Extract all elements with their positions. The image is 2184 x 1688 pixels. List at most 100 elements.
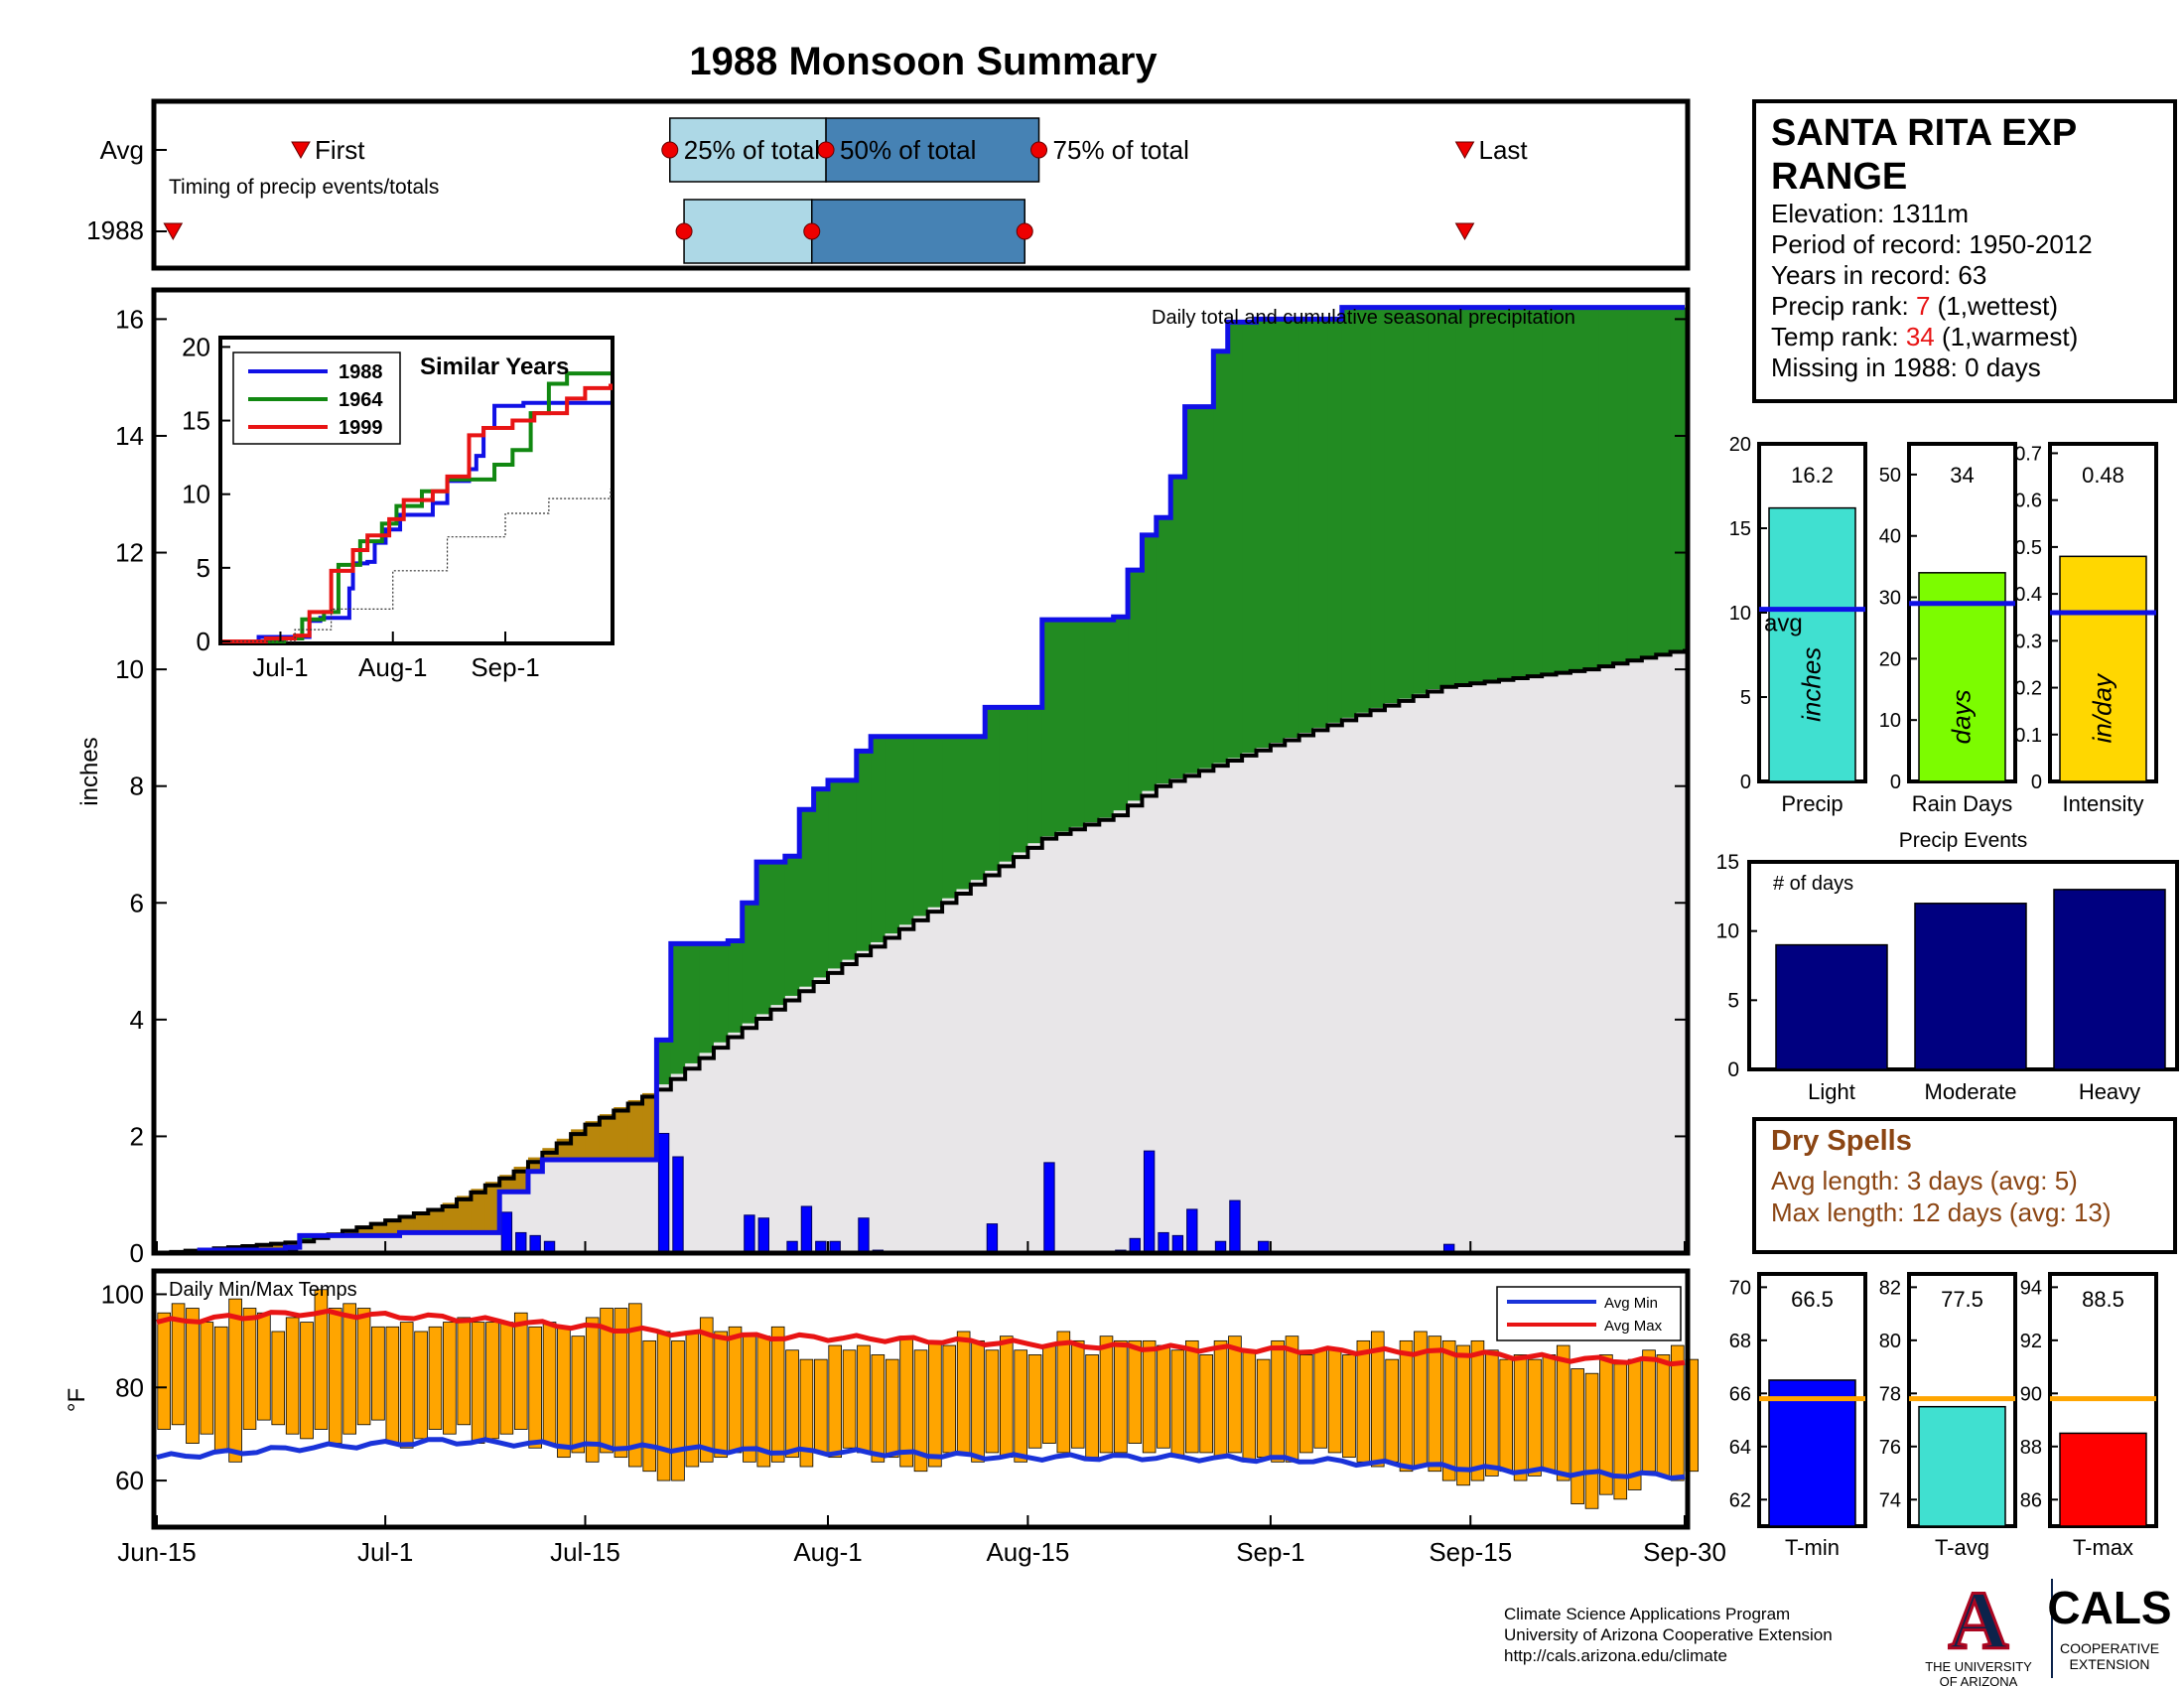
temp-range-bar [1513, 1354, 1528, 1481]
temp-range-bar [1570, 1368, 1584, 1504]
avg-fill-segment [842, 959, 858, 1253]
temp-stat-tick-label: 88 [2020, 1437, 2042, 1459]
avg-fill-segment [1641, 655, 1657, 1253]
events-tick-label: 15 [1716, 851, 1739, 874]
temp-stat-bar [2059, 1432, 2147, 1527]
temp-range-bar [228, 1298, 242, 1463]
temp-range-bar [285, 1317, 300, 1435]
temp-range-bar [528, 1326, 542, 1449]
temp-range-bar [671, 1339, 685, 1481]
above-avg-fill-segment [1384, 307, 1400, 704]
avg-fill-segment [471, 1232, 486, 1253]
avg-fill-segment [1242, 753, 1258, 1253]
below-avg-fill-segment [356, 1225, 372, 1236]
precip-stat-tick-label: 50 [1879, 465, 1901, 487]
main-y-tick-label: 10 [115, 654, 144, 684]
above-avg-fill-segment [1370, 307, 1386, 708]
cals-wordmark: CALS [2047, 1582, 2171, 1633]
avg-fill-segment [1099, 817, 1115, 1253]
temp-range-bar [1313, 1349, 1328, 1449]
avg-label: avg [1764, 611, 1803, 637]
inset-average-line [222, 489, 612, 642]
avg-fill-segment [599, 1159, 614, 1253]
credits: Climate Science Applications Program Uni… [1504, 1604, 1833, 1666]
below-avg-fill-segment [585, 1121, 601, 1160]
cals-logo: CALS COOPERATIVE EXTENSION [2047, 1582, 2171, 1672]
above-avg-fill-segment [985, 707, 1001, 871]
above-avg-fill-segment [784, 856, 800, 996]
events-tick-label: 5 [1727, 989, 1739, 1012]
temp-stat-tick-label: 66 [1729, 1383, 1751, 1405]
below-avg-fill-segment [614, 1107, 629, 1160]
daily-precip-bar [500, 1211, 513, 1254]
avg-fill-segment [1556, 671, 1571, 1253]
dry-spells-box: Dry Spells Avg length: 3 days (avg: 5) M… [1752, 1117, 2177, 1254]
station-years: Years in record: 63 [1771, 260, 1987, 290]
timing-25-label: 25% of total [684, 135, 820, 165]
avg-fill-segment [1542, 673, 1558, 1253]
above-avg-fill-segment [1356, 307, 1372, 713]
above-avg-fill-segment [1413, 307, 1429, 694]
avg-fill-segment [1142, 790, 1158, 1253]
daily-precip-bar [515, 1231, 527, 1254]
avg-fill-segment [1313, 727, 1329, 1253]
timing-triangle [163, 222, 184, 241]
temp-stat-tick-label: 64 [1729, 1437, 1751, 1459]
temp-range-bar [1142, 1339, 1157, 1454]
avg-fill-segment [1356, 712, 1372, 1253]
station-missing: Missing in 1988: 0 days [1771, 352, 2041, 382]
temp-range-bar [342, 1303, 356, 1435]
temp-legend-box [1496, 1286, 1682, 1341]
daily-precip-bar [1229, 1199, 1241, 1254]
daily-precip-bar [1186, 1208, 1198, 1254]
avg-fill-segment [770, 1005, 786, 1253]
avg-fill-segment [1499, 678, 1515, 1253]
temp-range-bar [157, 1312, 171, 1430]
above-avg-fill-segment [1156, 517, 1171, 784]
daily-precip-bar [672, 1156, 684, 1254]
temp-stat-tick-label: 62 [1729, 1489, 1751, 1511]
above-avg-fill-segment [1598, 307, 1614, 665]
inset-legend-label: 1999 [339, 417, 383, 439]
temp-range-bar [1042, 1344, 1056, 1444]
station-elevation: Elevation: 1311m [1771, 199, 1969, 228]
temp-range-bar [257, 1312, 271, 1421]
avg-fill-segment [927, 907, 943, 1253]
temp-range-bar [770, 1326, 785, 1463]
events-category: Light [1808, 1079, 1855, 1104]
temp-range-bar [1128, 1339, 1143, 1444]
precip-stat-tick-label: 0.7 [2014, 443, 2042, 465]
above-avg-fill-segment [1428, 307, 1443, 690]
main-y-tick-label: 2 [130, 1121, 144, 1151]
inset-legend-label: 1988 [339, 361, 383, 383]
avg-fill-segment [885, 933, 900, 1253]
legend-avg-min-label: Avg Min [1604, 1295, 1658, 1312]
above-avg-fill-segment [1613, 307, 1629, 662]
temp-range-bar [1428, 1336, 1442, 1473]
avg-fill-segment [356, 1235, 372, 1253]
above-avg-fill-segment [1313, 319, 1329, 728]
above-avg-fill-segment [699, 943, 715, 1054]
daily-precip-bar [757, 1217, 769, 1254]
avg-fill-segment [1128, 800, 1144, 1253]
avg-fill-segment [442, 1232, 458, 1253]
avg-fill-segment [399, 1232, 415, 1253]
below-avg-fill-segment [428, 1207, 444, 1233]
avg-fill-segment [484, 1232, 500, 1253]
temp-range-bar [1299, 1354, 1313, 1454]
events-bar [1914, 903, 2027, 1070]
events-tick-label: 10 [1716, 920, 1739, 943]
above-avg-fill-segment [1270, 319, 1286, 744]
avg-fill-segment [385, 1235, 401, 1253]
precip-events-chart: Precip Events # of days Light Moderate Heavy… [1716, 829, 2179, 1104]
avg-fill-segment [585, 1159, 601, 1253]
above-avg-fill-segment [1341, 307, 1357, 718]
temp-range-bar [328, 1308, 342, 1444]
daily-precip-bar [1143, 1150, 1156, 1254]
temp-range-bar [585, 1317, 600, 1463]
temp-range-bar [1099, 1336, 1114, 1454]
temp-range-bar [885, 1358, 899, 1459]
above-avg-fill-segment [1113, 617, 1129, 811]
precip-stat-tick-label: 10 [1879, 710, 1901, 732]
station-temp-rank: Temp rank: 34 (1,warmest) [1771, 322, 2078, 352]
